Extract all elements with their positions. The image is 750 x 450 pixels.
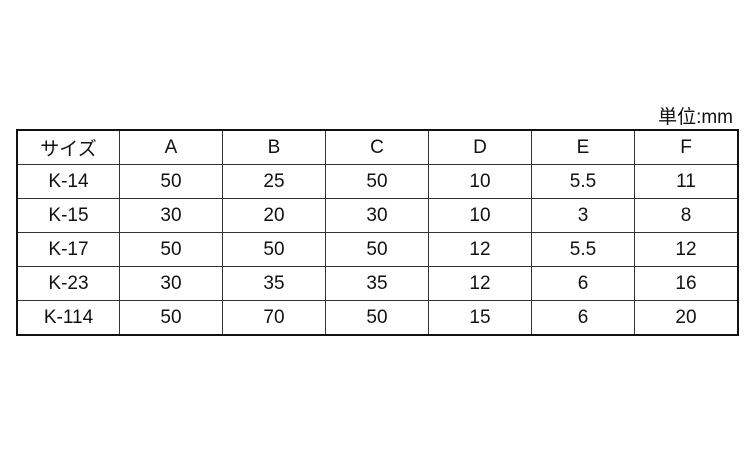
table-cell: 11: [634, 164, 739, 199]
table-cell: 10: [428, 198, 532, 233]
table-cell: 6: [531, 266, 635, 301]
table-cell: K-17: [16, 232, 120, 267]
table-cell: 50: [119, 164, 223, 199]
table-cell: 5.5: [531, 164, 635, 199]
column-header: E: [531, 129, 635, 165]
table-cell: 20: [634, 300, 739, 336]
table-cell: 50: [325, 232, 429, 267]
table-cell: K-15: [16, 198, 120, 233]
table-cell: 25: [222, 164, 326, 199]
table-cell: K-23: [16, 266, 120, 301]
table-cell: 12: [428, 266, 532, 301]
table-row: K-23 30 35 35 12 6 16: [16, 266, 739, 301]
table-cell: 35: [222, 266, 326, 301]
table-cell: K-14: [16, 164, 120, 199]
unit-label: 単位:mm: [658, 107, 733, 128]
table-cell: 50: [119, 232, 223, 267]
table-cell: 50: [119, 300, 223, 336]
table-cell: 16: [634, 266, 739, 301]
header-row: サイズ A B C D E F: [16, 129, 739, 165]
table-cell: 50: [325, 164, 429, 199]
table-cell: 12: [428, 232, 532, 267]
table-cell: 10: [428, 164, 532, 199]
table-cell: 5.5: [531, 232, 635, 267]
table-cell: K-114: [16, 300, 120, 336]
table-cell: 8: [634, 198, 739, 233]
table-cell: 6: [531, 300, 635, 336]
table-cell: 50: [325, 300, 429, 336]
table-cell: 12: [634, 232, 739, 267]
column-header: C: [325, 129, 429, 165]
table-cell: 30: [325, 198, 429, 233]
table-row: K-15 30 20 30 10 3 8: [16, 198, 739, 233]
table-row: K-114 50 70 50 15 6 20: [16, 300, 739, 336]
table-cell: 35: [325, 266, 429, 301]
column-header: B: [222, 129, 326, 165]
column-header: F: [634, 129, 739, 165]
column-header: A: [119, 129, 223, 165]
table-cell: 30: [119, 266, 223, 301]
table-cell: 3: [531, 198, 635, 233]
table-row: K-14 50 25 50 10 5.5 11: [16, 164, 739, 199]
table-cell: 20: [222, 198, 326, 233]
dimensions-table: サイズ A B C D E F K-14 50 25 50 10 5.5 11 K-15 30 20 30 10 3 8…: [16, 129, 739, 336]
column-header: D: [428, 129, 532, 165]
table-cell: 30: [119, 198, 223, 233]
table-cell: 15: [428, 300, 532, 336]
table-row: K-17 50 50 50 12 5.5 12: [16, 232, 739, 267]
column-header: サイズ: [16, 129, 120, 165]
table-cell: 50: [222, 232, 326, 267]
table-cell: 70: [222, 300, 326, 336]
